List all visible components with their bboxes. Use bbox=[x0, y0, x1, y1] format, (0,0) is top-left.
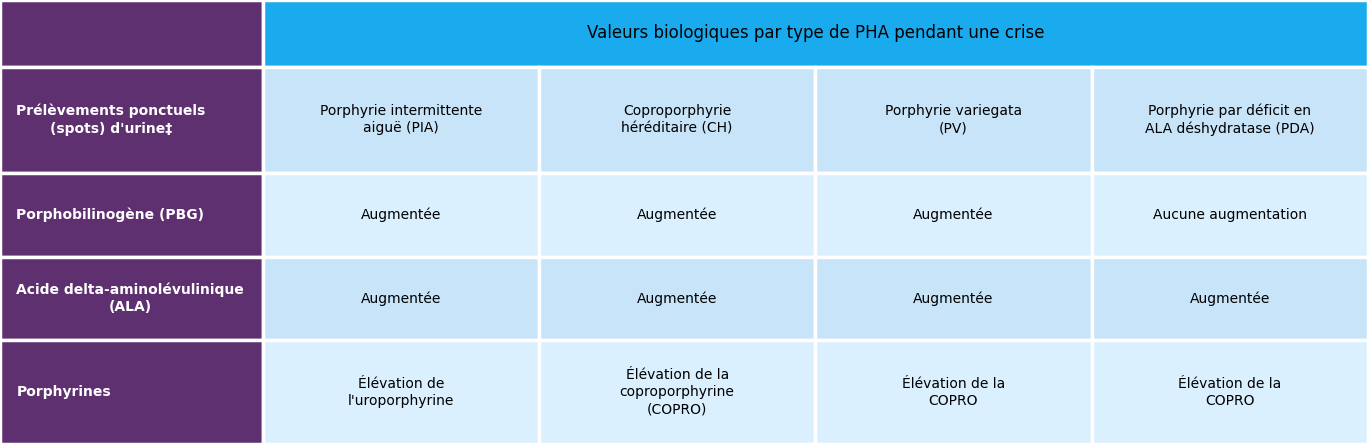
Bar bbox=[263, 0, 1368, 67]
Bar bbox=[815, 257, 1092, 341]
Bar bbox=[539, 173, 815, 257]
Text: Augmentée: Augmentée bbox=[637, 291, 717, 306]
Bar bbox=[1092, 257, 1368, 341]
Text: Porphyrie par déficit en
ALA déshydratase (PDA): Porphyrie par déficit en ALA déshydratas… bbox=[1145, 103, 1315, 136]
Bar bbox=[815, 173, 1092, 257]
Text: Coproporphyrie
héréditaire (CH): Coproporphyrie héréditaire (CH) bbox=[621, 104, 733, 135]
Bar bbox=[0, 341, 263, 444]
Bar bbox=[263, 67, 539, 173]
Text: Porphyrie variegata
(PV): Porphyrie variegata (PV) bbox=[885, 104, 1022, 135]
Text: Augmentée: Augmentée bbox=[1190, 291, 1270, 306]
Bar bbox=[815, 341, 1092, 444]
Text: Élévation de
l'uroporphyrine: Élévation de l'uroporphyrine bbox=[347, 377, 454, 408]
Bar bbox=[539, 257, 815, 341]
Text: Prélèvements ponctuels
(spots) d'urine‡: Prélèvements ponctuels (spots) d'urine‡ bbox=[16, 104, 205, 135]
Bar bbox=[263, 341, 539, 444]
Text: Porphyrie intermittente
aiguë (PIA): Porphyrie intermittente aiguë (PIA) bbox=[320, 104, 482, 135]
Bar bbox=[1092, 341, 1368, 444]
Bar bbox=[815, 67, 1092, 173]
Text: Aucune augmentation: Aucune augmentation bbox=[1153, 208, 1306, 222]
Text: Porphobilinogène (PBG): Porphobilinogène (PBG) bbox=[16, 207, 204, 222]
Text: Valeurs biologiques par type de PHA pendant une crise: Valeurs biologiques par type de PHA pend… bbox=[587, 24, 1044, 42]
Bar bbox=[1092, 67, 1368, 173]
Text: Élévation de la
coproporphyrine
(COPRO): Élévation de la coproporphyrine (COPRO) bbox=[620, 368, 735, 416]
Bar bbox=[1092, 173, 1368, 257]
Text: Augmentée: Augmentée bbox=[914, 207, 993, 222]
Text: Augmentée: Augmentée bbox=[914, 291, 993, 306]
Bar bbox=[0, 173, 263, 257]
Bar bbox=[263, 173, 539, 257]
Bar bbox=[263, 257, 539, 341]
Text: Porphyrines: Porphyrines bbox=[16, 385, 111, 399]
Text: Augmentée: Augmentée bbox=[361, 291, 440, 306]
Text: Augmentée: Augmentée bbox=[361, 207, 440, 222]
Text: Élévation de la
COPRO: Élévation de la COPRO bbox=[902, 377, 1005, 408]
Text: Augmentée: Augmentée bbox=[637, 207, 717, 222]
Bar bbox=[539, 341, 815, 444]
Text: Acide delta-aminolévulinique
(ALA): Acide delta-aminolévulinique (ALA) bbox=[16, 282, 244, 314]
Text: Élévation de la
COPRO: Élévation de la COPRO bbox=[1178, 377, 1282, 408]
Bar bbox=[0, 0, 263, 67]
Bar bbox=[539, 67, 815, 173]
Bar bbox=[0, 257, 263, 341]
Bar bbox=[0, 67, 263, 173]
